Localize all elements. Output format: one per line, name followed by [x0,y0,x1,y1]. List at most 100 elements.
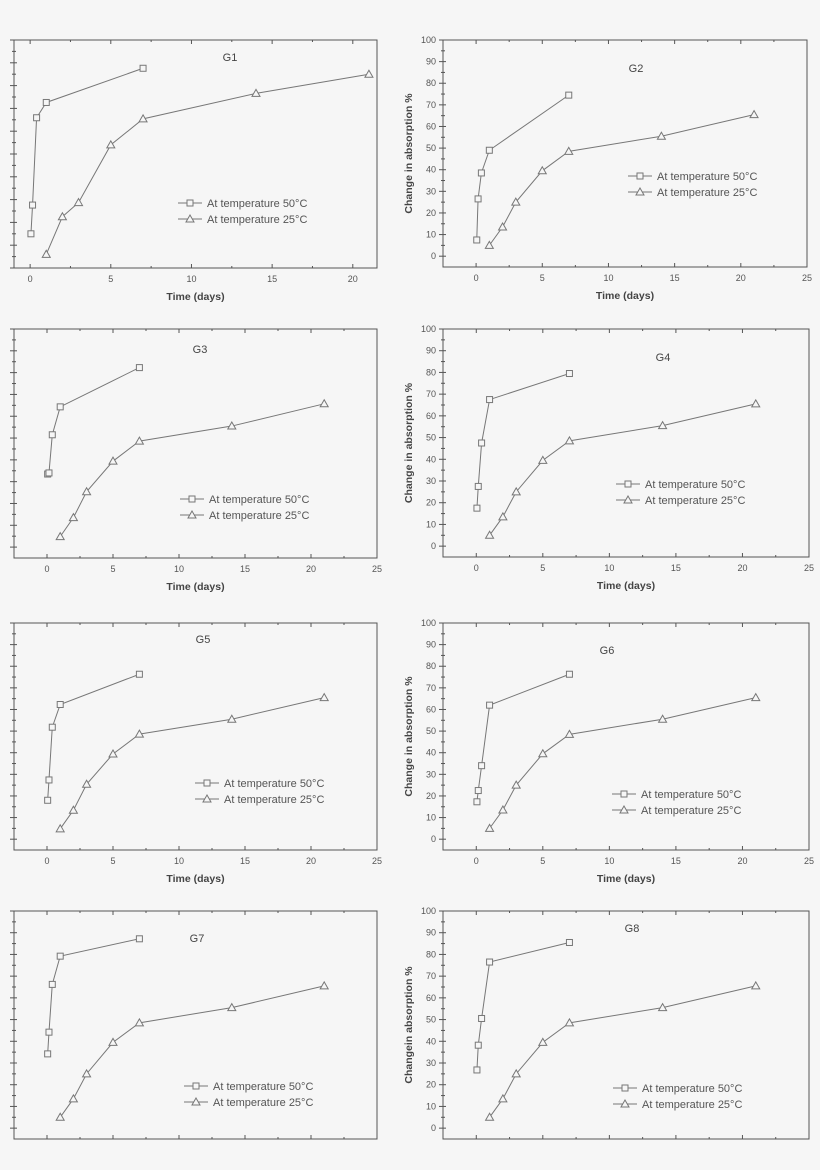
data-point-25c [510,197,521,206]
data-point-50c [477,169,485,177]
data-point-25c [564,1017,575,1027]
data-point-25c [68,1093,79,1103]
legend-marker-triangle [191,1096,201,1106]
chart-g6: 0 5 10 15 20 25 0 10 20 30 40 50 60 70 80 90 100 Time (da… [403,618,814,885]
y-tick-label: 30 [426,769,436,779]
data-point-50c [135,670,143,678]
data-point-25c [484,240,495,249]
data-point-50c [473,1066,481,1074]
x-tick-label: 10 [174,856,184,866]
series-line-50c [30,67,144,234]
y-tick-label: 0 [431,541,436,551]
legend-label: At temperature 50°C [213,1081,313,1093]
series-line-50c [47,673,140,801]
data-point-25c [226,1002,237,1012]
data-point-25c [81,779,92,788]
x-tick-label: 25 [802,273,812,283]
data-point-25c [73,197,84,207]
legend-label: At temperature 50°C [642,1083,742,1095]
x-tick-label: 15 [670,273,680,283]
y-tick-label: 20 [426,498,436,508]
data-point-25c [55,823,66,833]
data-point-25c [511,1068,522,1078]
data-point-50c [474,195,482,203]
data-point-50c [486,396,494,404]
y-tick-label: 40 [426,454,436,464]
y-tick-label: 80 [426,949,436,959]
y-tick-label: 10 [426,813,436,823]
chart-title: G4 [656,352,671,364]
chart-g1: 0 5 10 15 20 Time (days) G1 At temperature 50°C… [10,39,378,303]
data-point-25c [511,486,522,496]
data-point-25c [364,69,374,78]
legend-label: At temperature 25°C [209,510,309,522]
legend-marker-triangle [187,509,197,519]
legend-marker-square [186,199,194,207]
data-point-25c [563,146,574,155]
plot-frame [13,622,378,851]
data-point-25c [68,805,79,814]
data-point-25c [564,435,575,445]
y-tick-label: 50 [426,143,436,153]
plot-frame [13,39,378,269]
data-point-50c [48,723,56,731]
data-point-25c [226,421,237,430]
y-tick-label: 90 [426,57,436,67]
x-axis-label: Time (days) [166,873,224,885]
legend-marker-square [203,779,211,787]
data-point-25c [750,692,761,702]
x-axis-label: Time (days) [166,581,224,593]
data-point-25c [564,729,575,738]
y-tick-label: 100 [421,906,436,916]
y-tick-label: 40 [426,1036,436,1046]
x-tick-label: 0 [474,273,479,283]
x-tick-label: 20 [737,856,747,866]
data-point-25c [537,165,548,175]
chart-title: G2 [629,63,644,75]
x-tick-label: 10 [174,564,184,574]
data-point-25c [319,398,330,408]
data-point-25c [657,420,668,430]
data-point-50c [56,952,64,960]
legend-label: At temperature 50°C [207,198,307,210]
data-point-25c [55,531,66,541]
x-axis-label: Time (days) [166,291,224,303]
y-axis-label: Change in absorption % [403,93,415,214]
y-axis-label: Changein absorption % [403,966,415,1084]
data-point-50c [135,364,143,372]
x-tick-label: 0 [474,856,479,866]
legend-label: At temperature 50°C [645,479,745,491]
data-point-50c [565,91,573,99]
series-line-50c [476,373,570,509]
chart-title: G7 [190,933,205,945]
data-point-25c [484,530,495,539]
data-point-25c [68,512,79,522]
chart-g7: G7 At temperature 50°C At temperature 25°C [10,910,378,1140]
x-tick-label: 10 [604,856,614,866]
y-tick-label: 90 [426,640,436,650]
data-point-25c [138,113,148,123]
chart-title: G6 [600,645,615,657]
data-point-25c [749,109,759,119]
data-point-50c [27,230,35,238]
data-point-50c [478,1014,486,1022]
legend-label: At temperature 25°C [642,1099,742,1111]
y-tick-label: 0 [431,251,436,261]
y-tick-label: 10 [426,1101,436,1111]
data-point-25c [81,1068,92,1078]
legend-label: At temperature 50°C [224,778,324,790]
legend-marker-square [624,480,632,488]
data-point-25c [484,823,495,832]
y-tick-label: 30 [426,1058,436,1068]
y-tick-label: 60 [426,121,436,131]
data-point-50c [135,935,143,943]
x-tick-label: 10 [186,274,196,284]
y-tick-label: 0 [431,834,436,844]
data-point-50c [565,670,573,678]
y-tick-label: 60 [426,411,436,421]
x-tick-label: 5 [540,273,545,283]
x-tick-label: 5 [110,564,115,574]
x-axis-label: Time (days) [597,873,655,885]
data-point-50c [474,482,482,490]
legend-label: At temperature 25°C [641,805,741,817]
